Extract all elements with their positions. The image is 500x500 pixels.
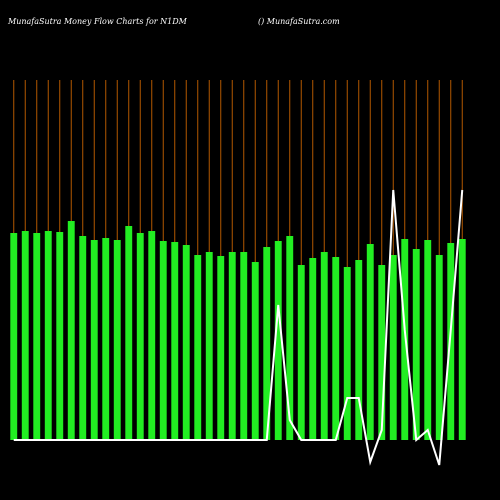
bar xyxy=(182,245,190,440)
bar xyxy=(67,221,75,440)
bar xyxy=(412,249,420,440)
bar xyxy=(113,240,121,440)
bar xyxy=(148,231,156,440)
bar xyxy=(343,267,351,440)
bar xyxy=(33,233,41,440)
bar xyxy=(309,258,317,440)
bar xyxy=(10,233,18,440)
bar xyxy=(228,252,236,440)
line xyxy=(13,189,464,466)
bar xyxy=(205,252,213,440)
bar xyxy=(274,241,282,440)
chart-title: MunafaSutra Money Flow Charts for N1DM xyxy=(7,17,188,26)
bar xyxy=(194,255,202,440)
bar xyxy=(125,226,133,440)
bar xyxy=(389,255,397,440)
bar xyxy=(44,231,52,440)
bar xyxy=(332,257,340,440)
bar xyxy=(171,242,179,440)
bar xyxy=(355,260,363,440)
bar xyxy=(90,240,98,440)
bar xyxy=(435,255,443,440)
bar xyxy=(217,256,225,440)
bar xyxy=(286,236,294,440)
bar xyxy=(378,265,386,440)
bar xyxy=(21,231,29,440)
bar xyxy=(263,247,271,440)
bar xyxy=(458,239,466,440)
bar xyxy=(240,252,248,440)
bar xyxy=(102,238,110,440)
bar xyxy=(56,232,64,440)
bar xyxy=(159,241,167,440)
chart-subtitle: () MunafaSutra.com xyxy=(258,17,340,26)
bar xyxy=(366,244,374,440)
bar xyxy=(297,265,305,440)
bar xyxy=(424,240,432,440)
bar xyxy=(79,236,87,440)
bar xyxy=(320,252,328,440)
bar xyxy=(136,233,144,440)
bar xyxy=(251,262,259,440)
